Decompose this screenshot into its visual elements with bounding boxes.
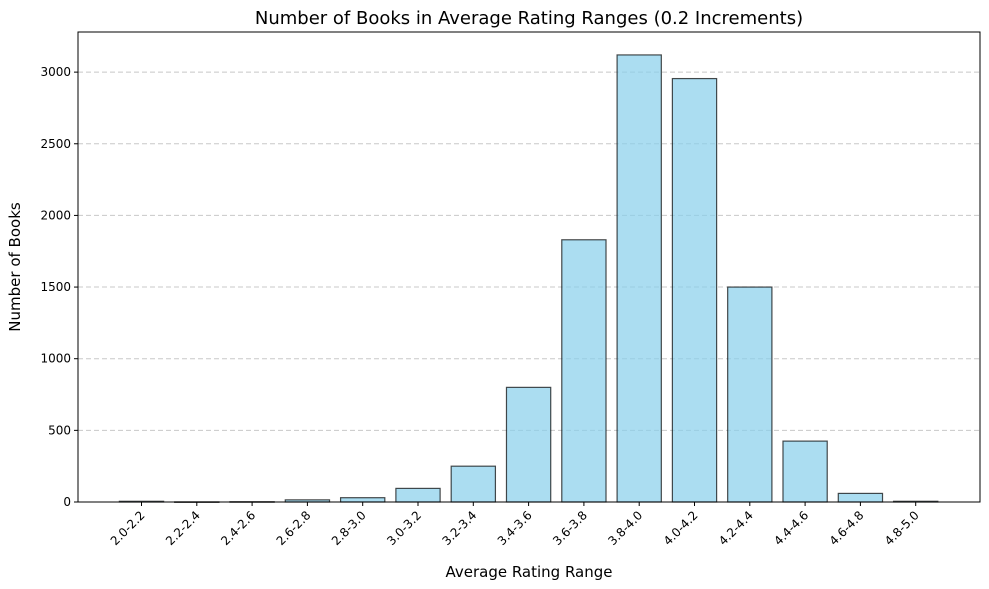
bar-3.8-4.0	[616, 54, 662, 503]
x-tick-label: 4.2-4.4	[716, 508, 756, 548]
x-tick-label: 3.2-3.4	[439, 508, 479, 548]
chart-title: Number of Books in Average Rating Ranges…	[255, 8, 803, 29]
y-tick-label: 0	[63, 495, 71, 509]
y-tick-label: 3000	[40, 65, 71, 79]
bar-3.0-3.2	[395, 487, 441, 503]
x-tick-label: 4.0-4.2	[661, 508, 701, 548]
bar-3.2-3.4	[450, 465, 497, 503]
x-tick-label: 2.2-2.4	[163, 508, 203, 548]
x-tick-label: 2.4-2.6	[218, 508, 258, 548]
x-tick-label: 2.6-2.8	[274, 508, 314, 548]
gridlines	[78, 71, 980, 431]
bar-2.8-3.0	[339, 497, 386, 503]
y-tick-label: 2000	[40, 208, 71, 222]
x-tick-label: 3.8-4.0	[605, 508, 645, 548]
y-tick-label: 500	[48, 423, 71, 437]
bar-3.4-3.6	[505, 386, 552, 503]
bar-4.0-4.2	[671, 77, 718, 503]
x-tick-label: 3.6-3.8	[550, 508, 590, 548]
y-tick-label: 2500	[40, 137, 71, 151]
bars	[118, 54, 939, 503]
x-tick-label: 4.6-4.8	[827, 508, 867, 548]
x-axis: 2.0-2.2 2.2-2.4 2.4-2.6 2.6-2.8 2.8-3.0 3.0-3…	[108, 502, 922, 548]
x-tick-label: 3.4-3.6	[495, 508, 535, 548]
y-tick-label: 1000	[40, 352, 71, 366]
y-axis-label: Number of Books	[6, 202, 24, 332]
bar-3.6-3.8	[561, 239, 607, 503]
bar-4.4-4.6	[782, 440, 828, 503]
x-tick-label: 3.0-3.2	[384, 508, 424, 548]
x-axis-label: Average Rating Range	[445, 563, 612, 581]
y-axis: 0 500 1000 1500 2000 2500 3000	[40, 65, 78, 509]
x-tick-label: 4.4-4.6	[771, 508, 811, 548]
x-tick-label: 2.0-2.2	[108, 508, 148, 548]
y-tick-label: 1500	[40, 280, 71, 294]
bar-4.2-4.4	[727, 286, 773, 503]
x-tick-label: 4.8-5.0	[882, 508, 922, 548]
x-tick-label: 2.8-3.0	[329, 508, 369, 548]
bar-4.6-4.8	[837, 492, 884, 503]
